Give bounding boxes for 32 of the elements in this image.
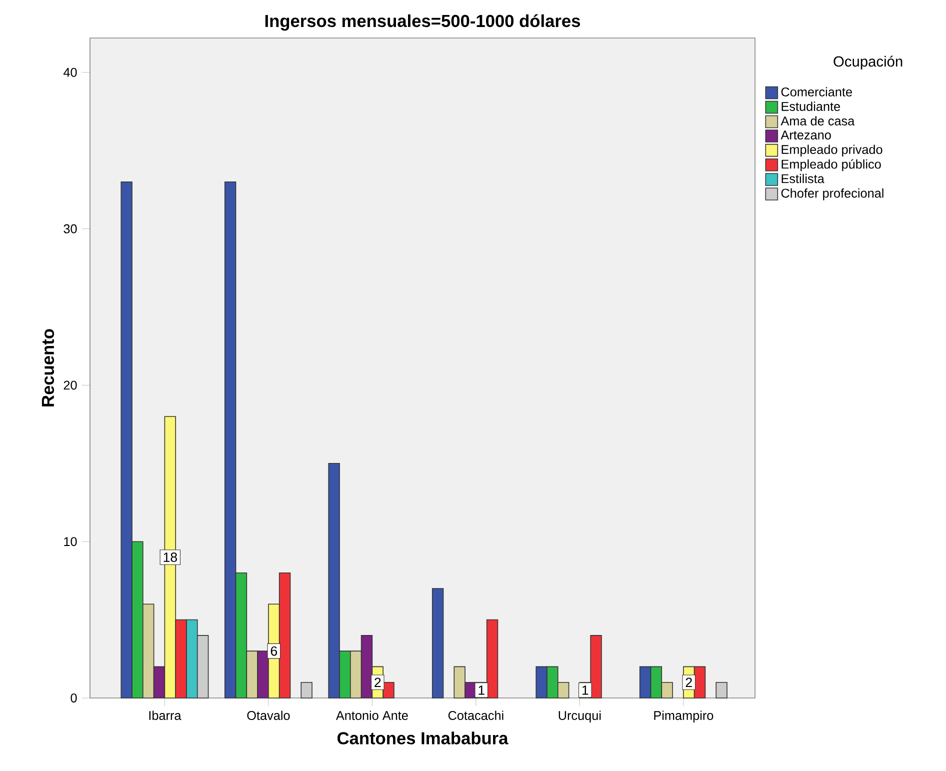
x-tick-label: Ibarra [149,710,182,720]
data-label: 2 [374,678,381,687]
y-tick-label: 20 [64,380,77,390]
legend-label: Artezano [780,130,831,140]
y-tick-label: 40 [64,68,77,77]
bar [716,682,728,698]
x-tick-label: Pimampiro [654,710,714,723]
data-label: 18 [164,552,177,562]
y-axis-title: Recuento [42,329,54,406]
x-tick-label: Urcuqui [558,710,601,723]
legend-label: Comerciante [781,87,852,96]
data-label: 1 [478,686,484,695]
chart-title: Ingersos mensuales=500-1000 dólares [265,14,580,31]
legend-label: Estudiante [782,102,840,111]
data-label: 6 [270,646,278,656]
legend-label: Chofer profecional [781,188,884,200]
y-tick-label: 0 [70,694,77,702]
x-tick-label: Cotacachi [448,710,504,720]
data-label: 1 [582,686,588,695]
legend-title: Ocupación [834,56,902,70]
bar [300,682,312,698]
y-tick-label: 30 [64,224,77,234]
bar [432,588,444,698]
x-tick-label: Otavalo [247,710,290,720]
legend-label: Empleado privado [782,144,882,157]
legend-label: Estilista [782,174,824,184]
legend-label: Ama de casa [780,116,855,126]
x-axis-title: Cantones Imababura [338,732,508,744]
x-tick-label: Antonio Ante [336,710,408,720]
data-label: 2 [686,678,692,687]
y-tick-label: 10 [64,537,77,546]
legend-label: Empleado público [782,159,881,172]
